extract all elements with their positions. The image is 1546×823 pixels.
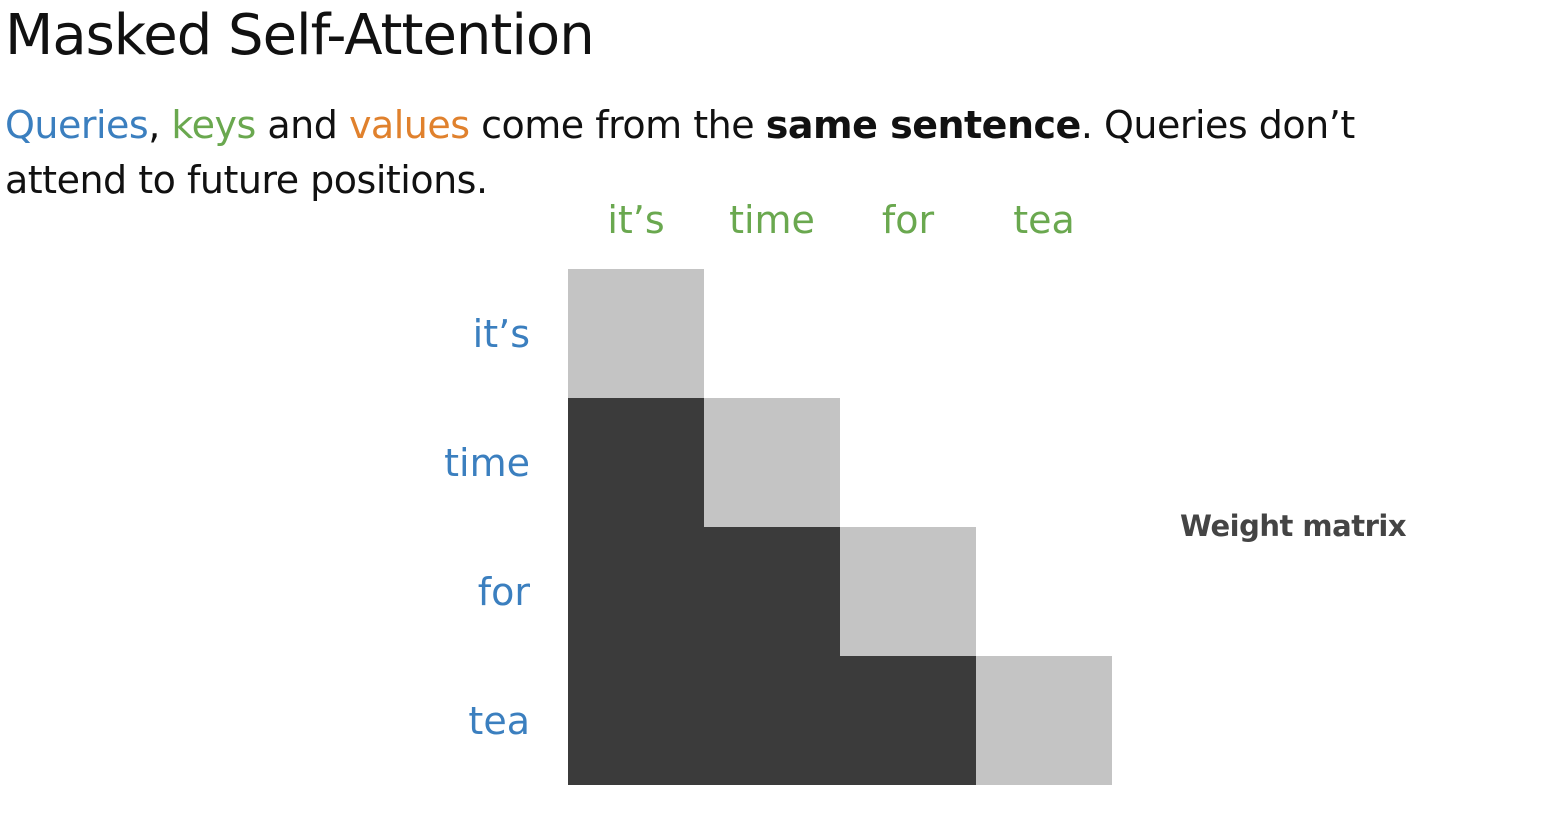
slide-title: Masked Self-Attention bbox=[5, 3, 595, 68]
query-label-3: for bbox=[477, 569, 530, 614]
matrix-cell-4-3-lower bbox=[840, 656, 976, 785]
matrix-cell-2-2-diagonal bbox=[704, 398, 840, 527]
subtitle-bold: same sentence bbox=[765, 103, 1082, 147]
matrix-cell-4-1-lower bbox=[568, 656, 704, 785]
word-and: and bbox=[267, 103, 338, 147]
key-label-1: it’s bbox=[607, 198, 665, 242]
matrix-cell-4-4-diagonal bbox=[976, 656, 1112, 785]
word-values: values bbox=[348, 103, 470, 147]
subtitle: Queries, keys and values come from the s… bbox=[5, 98, 1505, 208]
matrix-cell-3-4-masked bbox=[976, 527, 1112, 656]
matrix-cell-1-4-masked bbox=[976, 269, 1112, 398]
matrix-cell-3-3-diagonal bbox=[840, 527, 976, 656]
query-label-2: time bbox=[444, 440, 530, 485]
matrix-cell-3-2-lower bbox=[704, 527, 840, 656]
matrix-cell-1-3-masked bbox=[840, 269, 976, 398]
subtitle-tail: . Queries don’t bbox=[1080, 103, 1355, 147]
word-queries: Queries bbox=[5, 103, 149, 147]
query-label-4: tea bbox=[468, 698, 530, 743]
matrix-cell-2-1-lower bbox=[568, 398, 704, 527]
key-label-3: for bbox=[881, 198, 935, 242]
matrix-cell-2-3-masked bbox=[840, 398, 976, 527]
matrix-cell-1-2-masked bbox=[704, 269, 840, 398]
subtitle-mid: come from the bbox=[481, 103, 755, 147]
matrix-cell-2-4-masked bbox=[976, 398, 1112, 527]
matrix-cell-3-1-lower bbox=[568, 527, 704, 656]
subtitle-line-2: attend to future positions. bbox=[5, 158, 488, 202]
subtitle-line-1: Queries, keys and values come from the s… bbox=[5, 98, 1505, 153]
matrix-cell-1-1-diagonal bbox=[568, 269, 704, 398]
key-label-4: tea bbox=[1013, 198, 1075, 242]
matrix-caption: Weight matrix bbox=[1180, 509, 1407, 543]
word-comma: , bbox=[148, 103, 160, 147]
key-label-2: time bbox=[729, 198, 815, 242]
matrix-cell-4-2-lower bbox=[704, 656, 840, 785]
query-label-1: it’s bbox=[472, 311, 530, 356]
word-keys: keys bbox=[171, 103, 256, 147]
